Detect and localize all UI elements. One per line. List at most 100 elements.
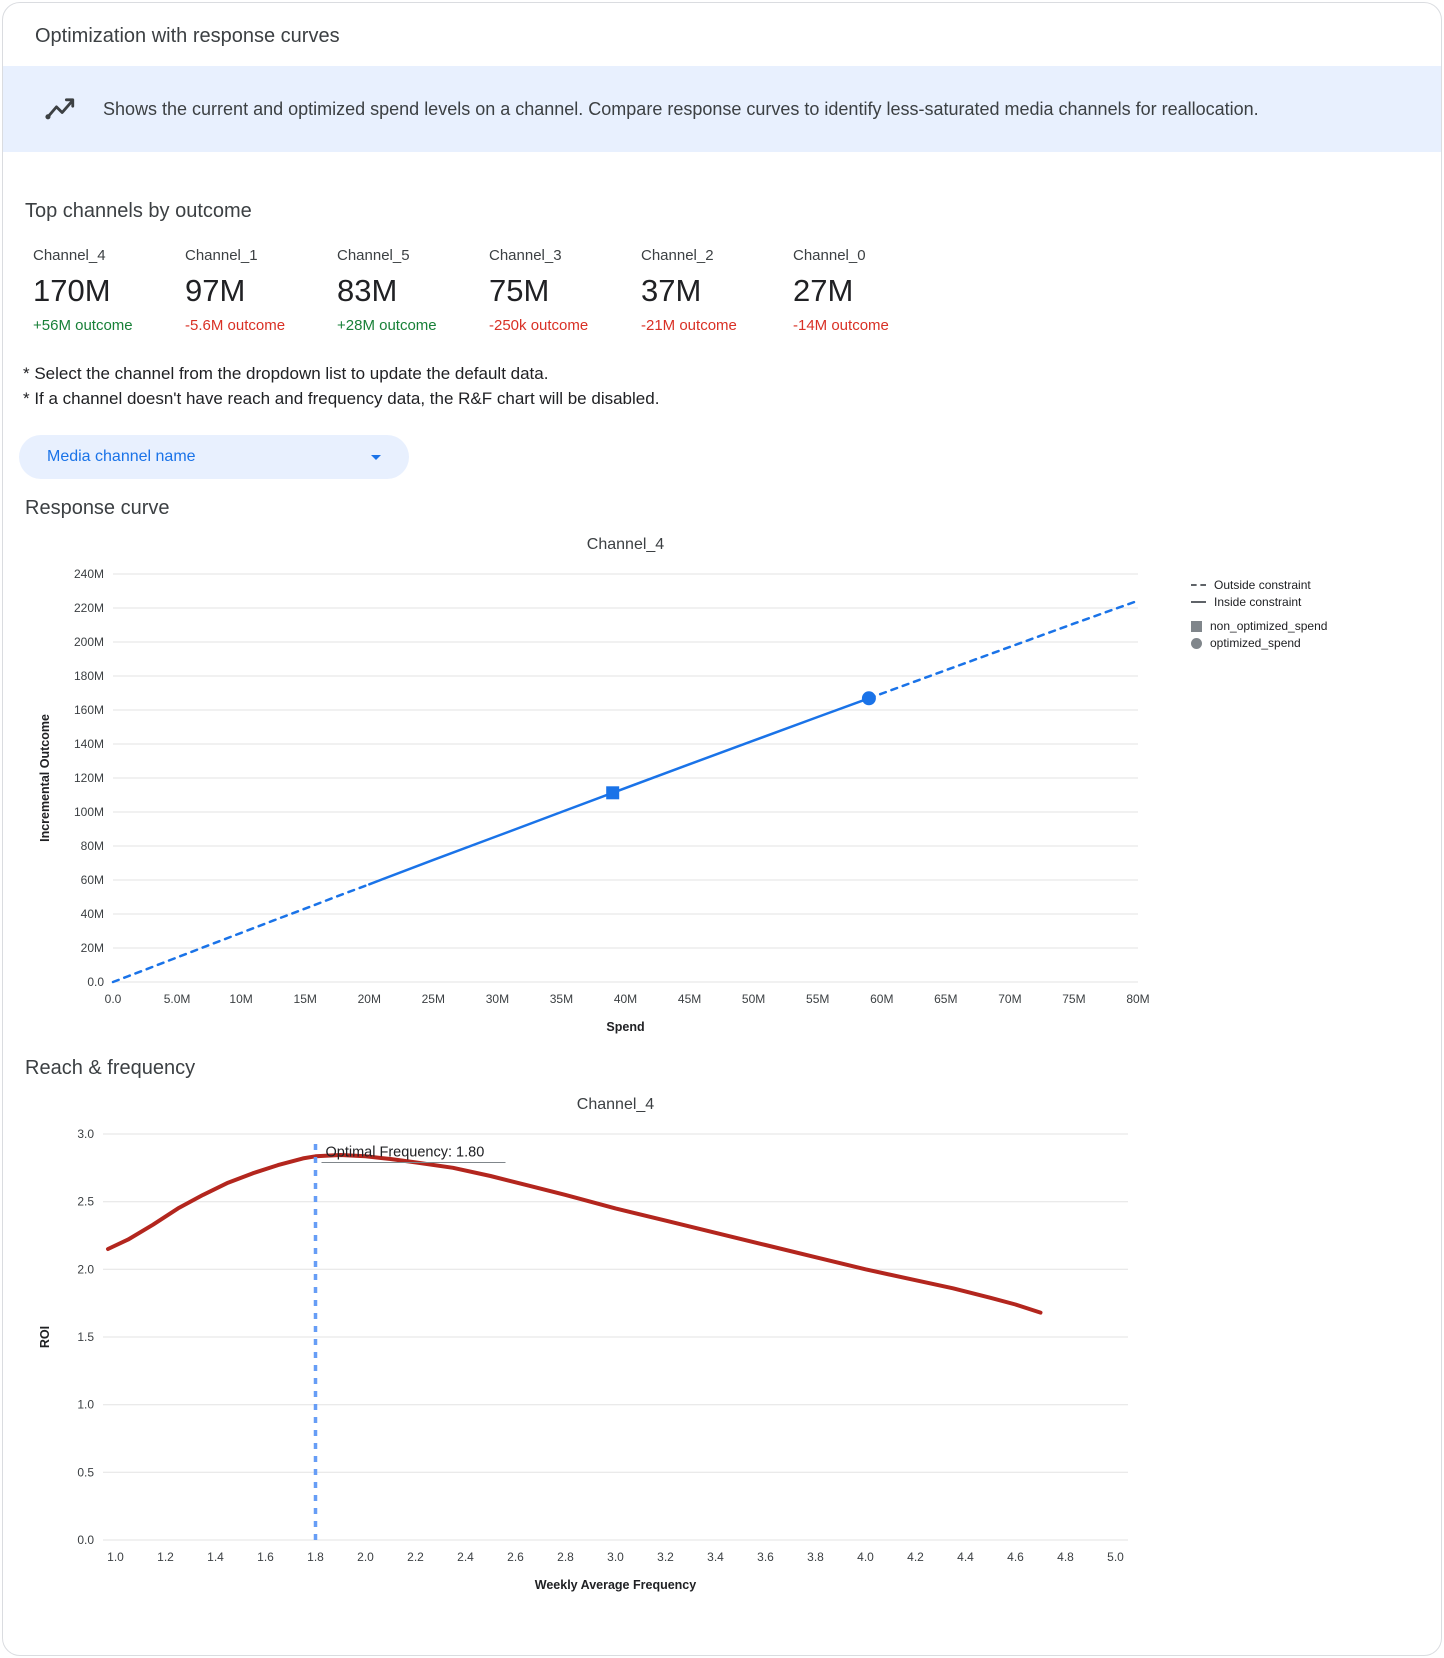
y-tick-label: 2.5: [77, 1195, 94, 1209]
y-tick-label: 1.0: [77, 1398, 94, 1412]
channel-card: Channel_0 27M -14M outcome: [793, 247, 945, 334]
circle-legend-sample-icon: [1191, 637, 1202, 649]
legend-label: optimized_spend: [1210, 636, 1301, 651]
y-tick-label: 0.0: [77, 1533, 94, 1547]
y-tick-label: 2.0: [77, 1263, 94, 1277]
chart-legend: Outside constraint Inside constraint non_o…: [1191, 578, 1327, 653]
channel-value: 75M: [489, 273, 550, 308]
x-tick-label: 4.2: [907, 1550, 924, 1564]
x-tick-label: 2.2: [407, 1550, 424, 1564]
x-axis-label: Weekly Average Frequency: [535, 1578, 696, 1592]
outside-constraint-upper: [867, 599, 1140, 700]
channel-card: Channel_2 37M -21M outcome: [641, 247, 793, 334]
response-curve-chart: Channel_4 0.0 20M 40M 60M 80M 100M 120M 140M 160…: [33, 536, 1425, 1045]
note-line: * Select the channel from the dropdown l…: [23, 364, 549, 383]
channel-name: Channel_0: [793, 247, 866, 264]
optimized_spend-marker: [861, 691, 876, 706]
legend-item-dash[interactable]: Outside constraint: [1191, 578, 1327, 592]
y-tick-label: 20M: [81, 941, 104, 955]
chevron-down-icon: [371, 454, 381, 460]
y-tick-label: 40M: [81, 907, 104, 921]
x-tick-label: 10M: [229, 992, 252, 1006]
y-tick-label: 180M: [74, 669, 104, 683]
channel-card: Channel_5 83M +28M outcome: [337, 247, 489, 334]
x-tick-label: 40M: [614, 992, 637, 1006]
banner-text: Shows the current and optimized spend le…: [103, 98, 1259, 119]
x-tick-label: 0.0: [105, 992, 122, 1006]
x-tick-label: 60M: [870, 992, 893, 1006]
channel-card: Channel_4 170M +56M outcome: [33, 247, 185, 334]
channel-value: 83M: [337, 273, 398, 308]
x-tick-label: 2.8: [557, 1550, 574, 1564]
x-tick-label: 1.4: [207, 1550, 224, 1564]
y-tick-label: 200M: [74, 635, 104, 649]
channel-delta: -21M outcome: [641, 317, 737, 334]
y-tick-label: 120M: [74, 771, 104, 785]
x-tick-label: 70M: [998, 992, 1021, 1006]
note-line: * If a channel doesn't have reach and fr…: [23, 388, 660, 408]
media-channel-dropdown[interactable]: Media channel name: [19, 435, 409, 480]
response-curve-svg: 0.0 20M 40M 60M 80M 100M 120M 140M 160M 180M 200M 2…: [38, 567, 1150, 1034]
channel-delta: +56M outcome: [33, 317, 133, 334]
x-tick-label: 2.0: [357, 1550, 374, 1564]
channel-delta: -14M outcome: [793, 317, 889, 334]
roi-curve: [106, 1153, 1043, 1315]
x-tick-label: 3.6: [757, 1550, 774, 1564]
response-curve-heading: Response curve: [25, 497, 170, 520]
x-tick-label: 3.2: [657, 1550, 674, 1564]
footnotes: * Select the channel from the dropdown l…: [23, 362, 1425, 411]
legend-item-circle[interactable]: optimized_spend: [1191, 636, 1327, 650]
y-tick-label: 80M: [81, 839, 104, 853]
top-channels-row: Channel_4 170M +56M outcome Channel_1 97…: [33, 247, 1425, 334]
channel-name: Channel_3: [489, 247, 562, 264]
x-axis-label: Spend: [606, 1020, 644, 1034]
x-tick-label: 1.6: [257, 1550, 274, 1564]
rf-chart-title: Channel_4: [576, 1096, 655, 1114]
channel-card: Channel_1 97M -5.6M outcome: [185, 247, 337, 334]
x-tick-label: 4.6: [1007, 1550, 1024, 1564]
y-tick-label: 220M: [74, 601, 104, 615]
reach-frequency-chart: Channel_4 0.0 0.5 1.0 1.5 2.0 2.5 3.0 1.0 1.2 1.4…: [33, 1096, 1425, 1603]
report-content: Top channels by outcome Channel_4 170M +…: [3, 152, 1441, 1655]
x-tick-label: 5.0M: [164, 992, 191, 1006]
y-tick-label: 100M: [74, 805, 104, 819]
x-tick-label: 1.2: [157, 1550, 174, 1564]
channel-value: 170M: [33, 273, 111, 308]
x-tick-label: 4.4: [957, 1550, 974, 1564]
x-tick-label: 25M: [422, 992, 445, 1006]
optimal-frequency-annotation: Optimal Frequency: 1.80: [326, 1145, 485, 1161]
x-tick-label: 3.8: [807, 1550, 824, 1564]
top-channels-heading: Top channels by outcome: [25, 200, 252, 222]
y-tick-label: 60M: [81, 873, 104, 887]
y-tick-label: 140M: [74, 737, 104, 751]
reach-frequency-heading: Reach & frequency: [25, 1057, 196, 1080]
channel-value: 97M: [185, 273, 246, 308]
channel-name: Channel_4: [33, 247, 106, 264]
x-tick-label: 55M: [806, 992, 829, 1006]
x-tick-label: 80M: [1126, 992, 1149, 1006]
x-tick-label: 4.8: [1057, 1550, 1074, 1564]
square-legend-sample-icon: [1191, 620, 1202, 632]
x-tick-label: 1.8: [307, 1550, 324, 1564]
x-tick-label: 1.0: [107, 1550, 124, 1564]
channel-name: Channel_2: [641, 247, 714, 264]
channel-value: 37M: [641, 273, 702, 308]
outside-constraint-lower: [111, 883, 371, 984]
y-tick-label: 3.0: [77, 1127, 94, 1141]
response-chart-title: Channel_4: [586, 536, 665, 554]
legend-label: non_optimized_spend: [1210, 619, 1328, 634]
x-tick-label: 30M: [486, 992, 509, 1006]
legend-item-square[interactable]: non_optimized_spend: [1191, 619, 1327, 633]
x-tick-label: 5.0: [1107, 1550, 1124, 1564]
x-tick-label: 2.6: [507, 1550, 524, 1564]
y-axis-label: Incremental Outcome: [38, 714, 52, 842]
y-tick-label: 1.5: [77, 1330, 94, 1344]
x-tick-label: 45M: [678, 992, 701, 1006]
solid-legend-sample-icon: [1191, 601, 1206, 604]
legend-item-solid[interactable]: Inside constraint: [1191, 595, 1327, 609]
x-tick-label: 4.0: [857, 1550, 874, 1564]
channel-card: Channel_3 75M -250k outcome: [489, 247, 641, 334]
y-tick-label: 160M: [74, 703, 104, 717]
channel-name: Channel_1: [185, 247, 258, 264]
